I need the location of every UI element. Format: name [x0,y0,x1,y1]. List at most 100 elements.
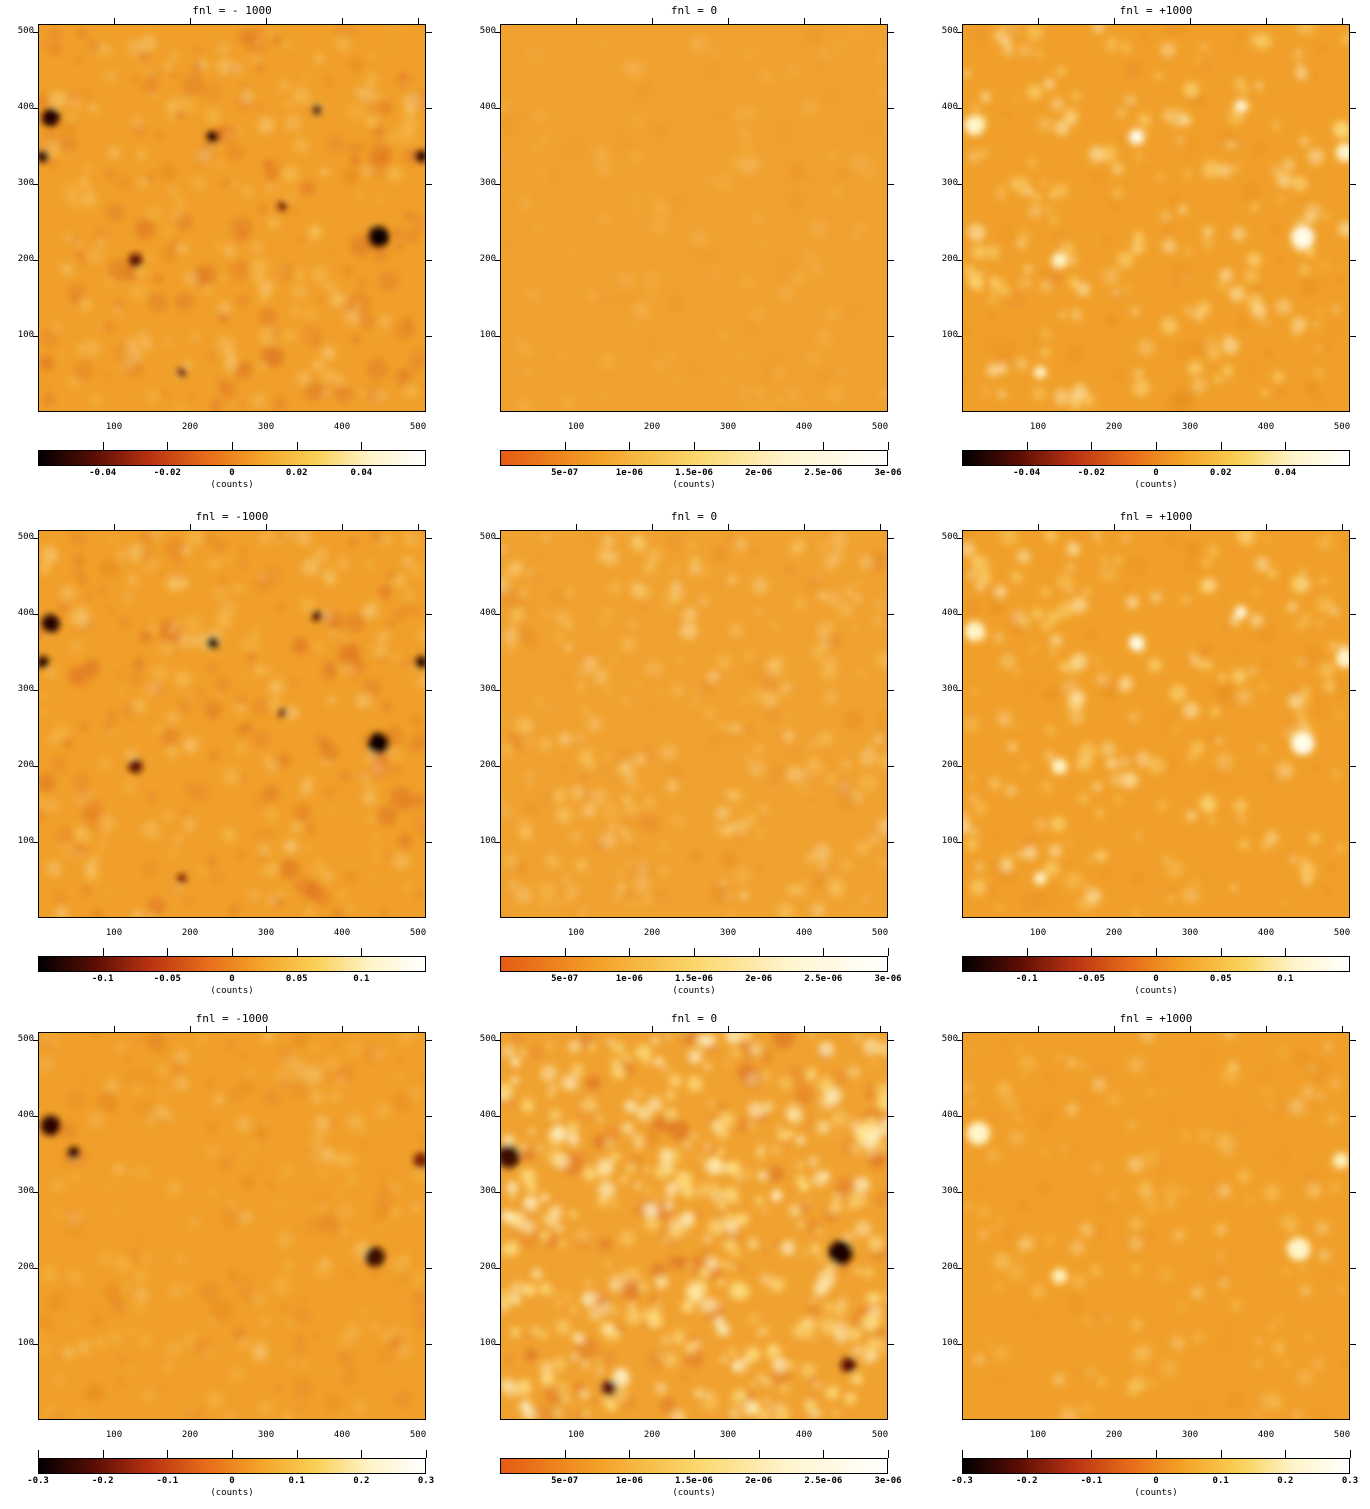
x-tick-mark-top [652,1026,653,1032]
y-tick-label: 300 [479,684,496,694]
map-texture [963,25,1349,411]
y-tick-label: 500 [17,1034,34,1044]
colorbar-tick-label: 2e-06 [745,974,773,984]
y-tick-mark-right [426,1192,432,1193]
colorbar-tick-label: -0.3 [27,1476,49,1486]
colorbar-unit-label: (counts) [1134,986,1178,996]
y-tick-mark-left [957,1040,962,1041]
x-tick-mark-top [880,18,881,24]
map-texture [39,25,425,411]
y-tick-mark-right [1350,538,1356,539]
x-tick-label: 100 [1029,928,1047,938]
y-tick-mark-right [888,1040,894,1041]
y-tick-label: 200 [941,254,958,264]
x-tick-mark-top [728,1026,729,1032]
y-tick-mark-left [957,336,962,337]
colorbar-tick-label: 0.05 [1209,974,1232,984]
colorbar-tick-label: 0.2 [1277,1476,1294,1486]
y-tick-mark-left [957,842,962,843]
colorbar-tick-label: 0.3 [1341,1476,1359,1486]
y-tick-label: 200 [17,1262,34,1272]
colorbar-tick-mark [1091,442,1093,450]
x-tick-label: 400 [333,928,351,938]
colorbar-tick-mark [426,1450,427,1458]
y-tick-label: 400 [479,608,496,618]
x-tick-label: 300 [257,422,275,432]
y-tick-mark-right [888,614,894,615]
colorbar-tick-mark [167,442,169,450]
colorbar [38,450,426,466]
x-tick-label: 500 [1333,422,1351,432]
y-tick-label: 400 [17,102,34,112]
colorbar-tick-mark [1220,442,1222,450]
x-tick-label: 300 [1181,928,1199,938]
map-texture [963,1033,1349,1419]
colorbar-tick-label: 2e-06 [745,468,773,478]
y-tick-label: 300 [17,684,34,694]
y-tick-label: 500 [17,532,34,542]
y-tick-label: 500 [941,1034,958,1044]
colorbar-tick-label: -0.02 [153,468,181,478]
y-tick-label: 100 [479,836,496,846]
x-tick-label: 400 [795,928,813,938]
colorbar-tick-label: -0.1 [156,1476,179,1486]
panel-title: fnl = 0 [670,4,718,17]
y-tick-mark-left [33,108,38,109]
colorbar-tick-label: 0.1 [1277,974,1294,984]
colorbar [500,1458,888,1474]
y-tick-mark-left [33,1344,38,1345]
y-tick-mark-right [1350,614,1356,615]
y-tick-label: 300 [941,1186,958,1196]
colorbar-tick-label: 0.2 [353,1476,370,1486]
x-tick-label: 100 [1029,1430,1047,1440]
y-tick-mark-left [495,1268,500,1269]
colorbar-tick-label: -0.05 [153,974,181,984]
x-tick-mark-top [114,1026,115,1032]
colorbar [962,1458,1350,1474]
colorbar-tick-label: 0.02 [285,468,308,478]
x-tick-label: 500 [871,1430,889,1440]
x-tick-label: 400 [795,1430,813,1440]
map-texture [39,1033,425,1419]
colorbar-tick-mark [823,948,825,956]
y-tick-mark-right [426,690,432,691]
colorbar-tick-mark [1026,948,1028,956]
colorbar-tick-label: 0.05 [285,974,308,984]
x-tick-mark-top [1190,1026,1191,1032]
y-tick-mark-left [957,1268,962,1269]
y-tick-label: 200 [17,760,34,770]
x-tick-label: 200 [181,422,199,432]
panel-title: fnl = +1000 [1119,1012,1193,1025]
x-tick-mark-top [114,524,115,530]
y-tick-mark-left [495,614,500,615]
y-tick-mark-right [888,538,894,539]
y-tick-mark-right [426,1040,432,1041]
colorbar-tick-label: -0.2 [1015,1476,1038,1486]
colorbar-tick-mark [102,948,104,956]
panel-title: fnl = -1000 [195,1012,269,1025]
y-tick-label: 400 [941,102,958,112]
colorbar-tick-label: -0.3 [951,1476,973,1486]
colorbar-tick-mark [1285,442,1287,450]
colorbar-tick-mark [564,442,566,450]
colorbar-tick-mark [1285,1450,1287,1458]
y-tick-label: 200 [479,254,496,264]
colorbar [962,956,1350,972]
colorbar-tick-mark [888,948,889,956]
y-tick-mark-right [426,32,432,33]
colorbar-tick-label: 0 [229,1476,235,1486]
y-tick-mark-left [957,32,962,33]
colorbar-tick-label: 0.1 [1212,1476,1229,1486]
y-tick-mark-left [957,1192,962,1193]
y-tick-mark-right [1350,108,1356,109]
y-tick-label: 100 [17,330,34,340]
y-tick-label: 500 [941,532,958,542]
x-tick-mark-top [728,18,729,24]
colorbar-tick-label: 0.04 [1274,468,1297,478]
x-tick-label: 200 [181,1430,199,1440]
x-tick-label: 300 [1181,1430,1199,1440]
y-tick-mark-left [33,690,38,691]
y-tick-label: 200 [17,254,34,264]
y-tick-label: 300 [941,684,958,694]
x-tick-mark-top [1038,524,1039,530]
